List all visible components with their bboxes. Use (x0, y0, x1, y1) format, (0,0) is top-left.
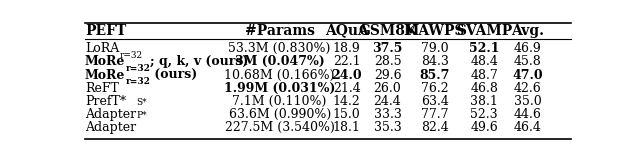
Text: r=32: r=32 (125, 77, 150, 86)
Text: 76.2: 76.2 (421, 82, 449, 95)
Text: 10.68M (0.166%): 10.68M (0.166%) (225, 69, 335, 82)
Text: 24.4: 24.4 (374, 95, 401, 108)
Text: (ours): (ours) (150, 69, 198, 82)
Text: 84.3: 84.3 (420, 55, 449, 68)
Text: Adapter: Adapter (85, 108, 136, 121)
Text: 45.8: 45.8 (514, 55, 541, 68)
Text: MoRe: MoRe (85, 55, 125, 68)
Text: r=32: r=32 (119, 51, 142, 60)
Text: 52.3: 52.3 (470, 108, 498, 121)
Text: 53.3M (0.830%): 53.3M (0.830%) (228, 42, 331, 55)
Text: 44.6: 44.6 (514, 108, 541, 121)
Text: 22.1: 22.1 (333, 55, 360, 68)
Text: 46.4: 46.4 (514, 121, 541, 134)
Text: 85.7: 85.7 (419, 69, 450, 82)
Text: MoRe: MoRe (85, 69, 125, 82)
Text: 79.0: 79.0 (421, 42, 449, 55)
Text: 47.0: 47.0 (513, 69, 543, 82)
Text: 82.4: 82.4 (420, 121, 449, 134)
Text: 38.1: 38.1 (470, 95, 498, 108)
Text: Adapter: Adapter (85, 121, 136, 134)
Text: PrefT*: PrefT* (85, 95, 126, 108)
Text: 26.0: 26.0 (374, 82, 401, 95)
Text: 42.6: 42.6 (514, 82, 541, 95)
Text: MAWPS: MAWPS (404, 24, 465, 37)
Text: 35.3: 35.3 (374, 121, 401, 134)
Text: 227.5M (3.540%): 227.5M (3.540%) (225, 121, 335, 134)
Text: PEFT: PEFT (85, 24, 126, 37)
Text: 46.9: 46.9 (514, 42, 541, 55)
Text: 18.9: 18.9 (333, 42, 360, 55)
Text: 18.1: 18.1 (333, 121, 360, 134)
Text: 63.4: 63.4 (420, 95, 449, 108)
Text: 33.3: 33.3 (374, 108, 401, 121)
Text: r=32: r=32 (125, 64, 150, 73)
Text: 21.4: 21.4 (333, 82, 360, 95)
Text: 35.0: 35.0 (514, 95, 541, 108)
Text: 7.1M (0.110%): 7.1M (0.110%) (232, 95, 327, 108)
Text: 52.1: 52.1 (469, 42, 499, 55)
Text: 24.0: 24.0 (332, 69, 362, 82)
Text: 49.6: 49.6 (470, 121, 498, 134)
Text: 46.8: 46.8 (470, 82, 498, 95)
Text: 29.6: 29.6 (374, 69, 401, 82)
Text: ; q, k, v (ours): ; q, k, v (ours) (150, 55, 249, 68)
Text: 63.6M (0.990%): 63.6M (0.990%) (228, 108, 331, 121)
Text: 3M (0.047%): 3M (0.047%) (235, 55, 324, 68)
Text: 48.4: 48.4 (470, 55, 498, 68)
Text: 48.7: 48.7 (470, 69, 498, 82)
Text: 37.5: 37.5 (372, 42, 403, 55)
Text: AQuA: AQuA (324, 24, 369, 37)
Text: 77.7: 77.7 (421, 108, 449, 121)
Text: GSM8K: GSM8K (358, 24, 417, 37)
Text: #Params: #Params (244, 24, 315, 37)
Text: LoRA: LoRA (85, 42, 119, 55)
Text: ReFT: ReFT (85, 82, 119, 95)
Text: SVAMP: SVAMP (456, 24, 513, 37)
Text: 14.2: 14.2 (333, 95, 360, 108)
Text: 1.99M (0.031%): 1.99M (0.031%) (224, 82, 335, 95)
Text: Avg.: Avg. (511, 24, 544, 37)
Text: 28.5: 28.5 (374, 55, 401, 68)
Text: P*: P* (136, 111, 147, 120)
Text: 15.0: 15.0 (333, 108, 360, 121)
Text: S*: S* (136, 98, 147, 107)
